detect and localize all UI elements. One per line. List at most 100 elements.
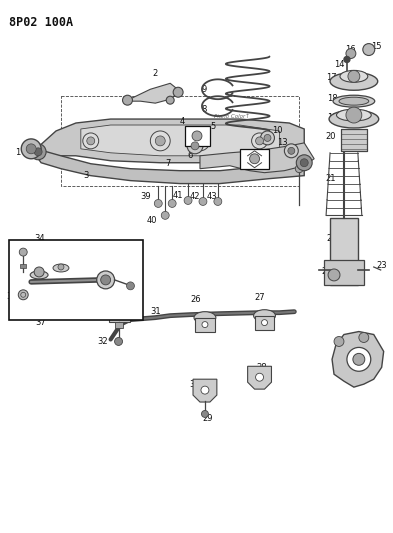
Polygon shape <box>125 83 180 103</box>
Bar <box>61 96 299 185</box>
Text: 1: 1 <box>15 148 20 157</box>
Text: 39: 39 <box>140 192 151 201</box>
Circle shape <box>202 321 208 328</box>
Circle shape <box>191 142 199 150</box>
Ellipse shape <box>194 312 216 324</box>
Polygon shape <box>108 308 130 321</box>
Text: 24: 24 <box>334 365 344 374</box>
Circle shape <box>21 139 41 159</box>
Text: 3: 3 <box>83 171 88 180</box>
Text: 6: 6 <box>187 151 193 160</box>
Circle shape <box>101 275 110 285</box>
Ellipse shape <box>53 264 69 272</box>
Text: 21: 21 <box>326 174 336 183</box>
Text: 8P02 100A: 8P02 100A <box>9 16 73 29</box>
Circle shape <box>97 271 115 289</box>
Text: 27: 27 <box>254 293 265 302</box>
Text: Piano Color↑: Piano Color↑ <box>214 114 250 119</box>
Ellipse shape <box>339 97 369 105</box>
Text: 29: 29 <box>203 415 213 423</box>
Text: 20: 20 <box>326 132 336 141</box>
Text: 4: 4 <box>180 117 185 126</box>
Circle shape <box>155 136 165 146</box>
Text: 42: 42 <box>190 192 200 201</box>
Text: 40: 40 <box>147 216 158 225</box>
Circle shape <box>30 144 46 160</box>
Circle shape <box>166 96 174 104</box>
Ellipse shape <box>329 110 379 128</box>
Text: 31: 31 <box>150 307 161 316</box>
Text: 43: 43 <box>207 192 217 201</box>
Circle shape <box>250 154 259 164</box>
Text: 28: 28 <box>256 363 267 372</box>
Text: 26: 26 <box>191 295 201 304</box>
Polygon shape <box>248 366 272 389</box>
Circle shape <box>192 131 202 141</box>
Polygon shape <box>332 332 384 387</box>
Bar <box>115 321 123 328</box>
Circle shape <box>187 138 203 154</box>
Circle shape <box>285 144 298 158</box>
Circle shape <box>201 386 209 394</box>
Circle shape <box>261 320 268 326</box>
Circle shape <box>154 199 162 207</box>
Polygon shape <box>36 149 304 183</box>
Polygon shape <box>36 119 304 163</box>
Circle shape <box>264 134 271 141</box>
Text: 8: 8 <box>201 104 207 114</box>
Text: 38: 38 <box>120 263 131 272</box>
Bar <box>9 240 143 320</box>
Text: 7: 7 <box>165 159 171 168</box>
Text: 36-: 36- <box>6 292 20 301</box>
Circle shape <box>214 198 222 205</box>
Ellipse shape <box>340 70 368 82</box>
Text: 14: 14 <box>334 60 344 69</box>
Text: 9: 9 <box>201 85 207 94</box>
Circle shape <box>173 87 183 97</box>
Circle shape <box>363 44 375 55</box>
Ellipse shape <box>30 271 48 279</box>
Bar <box>324 260 364 285</box>
Text: 19: 19 <box>327 112 337 122</box>
Polygon shape <box>193 379 217 402</box>
Circle shape <box>18 290 28 300</box>
Text: 15: 15 <box>371 42 382 51</box>
Circle shape <box>58 264 64 270</box>
Circle shape <box>34 148 42 156</box>
Text: 36: 36 <box>46 254 57 263</box>
Circle shape <box>353 353 365 365</box>
Text: 17: 17 <box>326 73 336 82</box>
Circle shape <box>296 155 312 171</box>
Circle shape <box>87 137 95 145</box>
Text: 10: 10 <box>272 126 283 135</box>
Text: 2: 2 <box>152 69 158 78</box>
Circle shape <box>202 410 208 417</box>
Circle shape <box>161 212 169 220</box>
Text: 30: 30 <box>190 379 200 389</box>
Text: 16: 16 <box>345 45 356 54</box>
Circle shape <box>295 165 303 173</box>
Circle shape <box>115 337 123 345</box>
Circle shape <box>346 107 362 123</box>
Circle shape <box>190 131 210 151</box>
Circle shape <box>184 197 192 205</box>
Circle shape <box>288 147 295 154</box>
Circle shape <box>26 144 36 154</box>
Text: 41: 41 <box>173 191 184 200</box>
Text: 5: 5 <box>210 122 215 131</box>
Text: 34: 34 <box>34 233 44 243</box>
Text: 18: 18 <box>327 94 337 103</box>
Bar <box>240 149 270 169</box>
Text: 13: 13 <box>277 139 288 148</box>
Circle shape <box>346 49 356 59</box>
Circle shape <box>255 137 264 145</box>
Polygon shape <box>81 125 279 156</box>
Ellipse shape <box>253 310 275 321</box>
Circle shape <box>252 133 268 149</box>
Bar <box>330 219 358 285</box>
Bar <box>20 264 26 268</box>
Circle shape <box>127 282 134 290</box>
Circle shape <box>334 336 344 346</box>
Ellipse shape <box>336 109 371 121</box>
Bar <box>255 316 274 329</box>
